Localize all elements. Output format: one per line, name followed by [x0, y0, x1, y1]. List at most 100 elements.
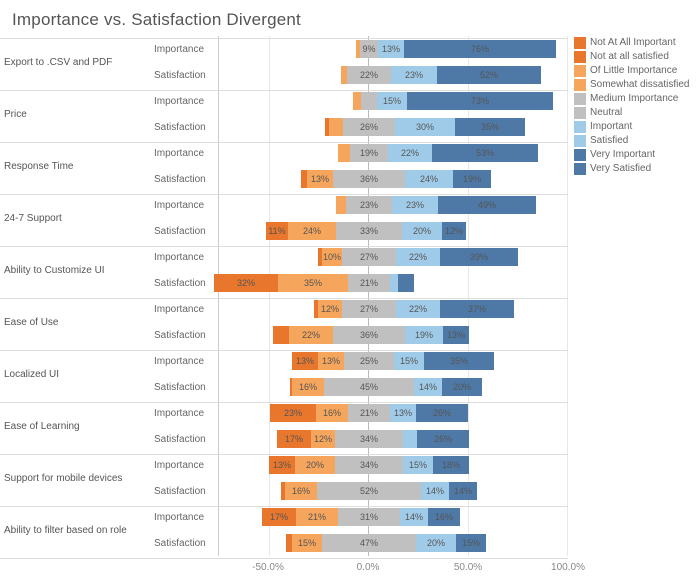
bar-segment: 13%: [269, 456, 295, 474]
bar-segment: 34%: [335, 456, 403, 474]
bar-segment: 13%: [443, 326, 469, 344]
bar-segment: 14%: [421, 482, 449, 500]
legend-swatch: [574, 79, 586, 91]
bar-segment: 17%: [277, 430, 311, 448]
bar-segment: 21%: [348, 404, 390, 422]
bar-segment: 14%: [414, 378, 442, 396]
question-label: Satisfaction: [154, 430, 214, 448]
legend-label: Very Important: [590, 148, 655, 161]
bar-segment: 76%: [404, 40, 556, 58]
bar-segment: 14%: [449, 482, 477, 500]
bar-segment: 13%: [307, 170, 333, 188]
bar-segment: 19%: [453, 170, 491, 188]
bar-segment: 20%: [402, 222, 442, 240]
x-axis: -50.0%0.0%50.0%100.0%: [218, 556, 568, 584]
bar-segment: 36%: [333, 326, 405, 344]
question-label: Satisfaction: [154, 274, 214, 292]
bar-segment: 27%: [342, 300, 396, 318]
bar-segment: 21%: [296, 508, 338, 526]
bar-row: 13%13%25%15%35%: [219, 352, 569, 370]
bar-segment: 11%: [266, 222, 288, 240]
legend-item: Somewhat dissatisfied: [574, 78, 694, 91]
group-separator: [0, 558, 568, 559]
legend-swatch: [574, 93, 586, 105]
bar-segment: 15%: [377, 92, 407, 110]
bar-segment: 12%: [318, 300, 342, 318]
legend-swatch: [574, 51, 586, 63]
bar-segment: 19%: [350, 144, 388, 162]
bar-segment: [390, 274, 398, 292]
bar-segment: 14%: [400, 508, 428, 526]
bar-segment: 18%: [433, 456, 469, 474]
legend-item: Neutral: [574, 106, 694, 119]
bar-row: 15%73%: [219, 92, 569, 110]
question-label: Satisfaction: [154, 482, 214, 500]
group-separator: [0, 506, 568, 507]
bar-segment: 16%: [428, 508, 460, 526]
chart-container: Export to .CSV and PDFPriceResponse Time…: [0, 36, 700, 588]
bar-segment: 22%: [396, 300, 440, 318]
legend-item: Very Satisfied: [574, 162, 694, 175]
group-separator: [0, 90, 568, 91]
legend-label: Neutral: [590, 106, 622, 119]
bar-row: 22%23%52%: [219, 66, 569, 84]
gridline: [468, 36, 469, 556]
question-label: Satisfaction: [154, 378, 214, 396]
group-separator: [0, 298, 568, 299]
plot-area: Export to .CSV and PDFPriceResponse Time…: [0, 36, 570, 588]
bar-row: 13%20%34%15%18%: [219, 456, 569, 474]
bar-segment: [361, 92, 377, 110]
bar-segment: 47%: [322, 534, 416, 552]
legend-item: Very Important: [574, 148, 694, 161]
bar-segment: 15%: [394, 352, 424, 370]
bar-segment: 31%: [338, 508, 400, 526]
legend-label: Not at all satisfied: [590, 50, 669, 63]
bar-segment: 23%: [391, 66, 437, 84]
bar-segment: 32%: [214, 274, 278, 292]
bar-segment: [353, 92, 361, 110]
bar-row: 15%47%20%15%: [219, 534, 569, 552]
bar-row: 16%45%14%20%: [219, 378, 569, 396]
question-label: Satisfaction: [154, 534, 214, 552]
bar-segment: 52%: [317, 482, 421, 500]
bar-segment: [336, 196, 346, 214]
bar-segment: 35%: [278, 274, 348, 292]
question-label: Importance: [154, 40, 214, 58]
bar-segment: 35%: [455, 118, 525, 136]
axis-tick: 50.0%: [454, 562, 482, 573]
bar-segment: 49%: [438, 196, 536, 214]
bar-segment: 37%: [440, 300, 514, 318]
bar-segment: 33%: [336, 222, 402, 240]
legend-label: Of Little Importance: [590, 64, 677, 77]
question-label: Importance: [154, 196, 214, 214]
bar-row: 23%23%49%: [219, 196, 569, 214]
bar-segment: 17%: [262, 508, 296, 526]
bar-segment: 23%: [346, 196, 392, 214]
feature-label: Ability to filter based on role: [4, 508, 144, 552]
feature-label: Ease of Learning: [4, 404, 144, 448]
question-label: Importance: [154, 92, 214, 110]
legend-label: Satisfied: [590, 134, 628, 147]
legend-swatch: [574, 37, 586, 49]
question-label: Importance: [154, 352, 214, 370]
bar-segment: 24%: [288, 222, 336, 240]
bar-row: 19%22%53%: [219, 144, 569, 162]
bar-row: 22%36%19%13%: [219, 326, 569, 344]
question-label: Satisfaction: [154, 118, 214, 136]
bar-segment: 26%: [343, 118, 395, 136]
bar-segment: 26%: [416, 404, 468, 422]
bar-segment: 27%: [342, 248, 396, 266]
bar-segment: 53%: [432, 144, 538, 162]
question-label: Importance: [154, 144, 214, 162]
bar-segment: 20%: [416, 534, 456, 552]
bar-segment: 45%: [324, 378, 414, 396]
legend-swatch: [574, 135, 586, 147]
group-separator: [0, 194, 568, 195]
feature-label: Export to .CSV and PDF: [4, 40, 144, 84]
bar-row: 26%30%35%: [219, 118, 569, 136]
bar-segment: 73%: [407, 92, 553, 110]
axis-tick: 0.0%: [357, 562, 380, 573]
bar-segment: 26%: [417, 430, 469, 448]
question-label: Satisfaction: [154, 222, 214, 240]
legend-swatch: [574, 107, 586, 119]
